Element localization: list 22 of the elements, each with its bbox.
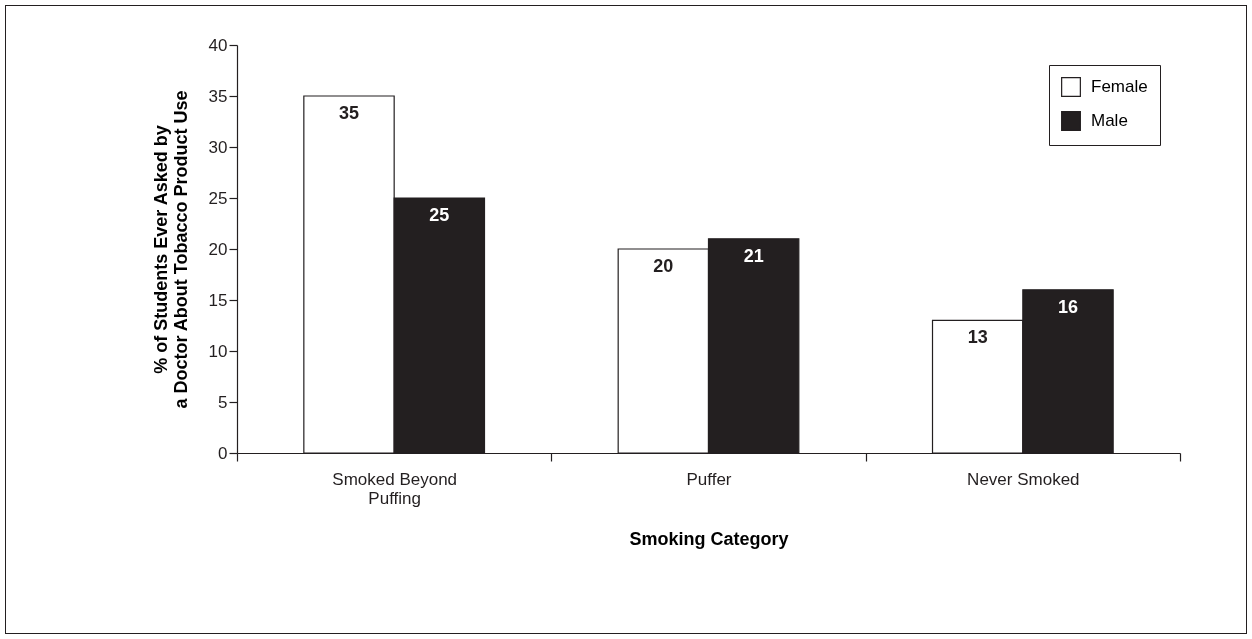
x-tick-label: Never Smoked xyxy=(967,469,1080,489)
y-tick-label: 5 xyxy=(218,392,228,412)
data-label: 13 xyxy=(967,327,988,348)
data-label: 16 xyxy=(1057,296,1079,317)
y-tick-label: 0 xyxy=(218,443,228,463)
data-label: 25 xyxy=(429,205,450,225)
data-label: 21 xyxy=(743,245,764,266)
legend-label: Female xyxy=(1091,77,1148,96)
y-tick-label: 35 xyxy=(208,86,228,106)
data-label: 35 xyxy=(338,103,360,123)
x-tick-label: Smoked Beyond Puffing xyxy=(332,469,458,508)
y-tick-label: 30 xyxy=(208,137,228,157)
y-tick-label: 25 xyxy=(208,188,228,208)
y-tick-label: 15 xyxy=(208,290,228,310)
legend-label: Male xyxy=(1091,111,1128,130)
y-tick-label: 10 xyxy=(208,341,228,361)
y-tick-label: 40 xyxy=(208,35,228,55)
y-axis-title: % of Students Ever Asked by a Doctor About Tobacco Product Use xyxy=(150,90,191,409)
x-tick-label: Puffer xyxy=(686,469,732,489)
y-tick-label: 20 xyxy=(208,239,228,259)
x-axis-title: Smoking Category xyxy=(629,528,789,549)
data-label: 20 xyxy=(653,256,674,276)
